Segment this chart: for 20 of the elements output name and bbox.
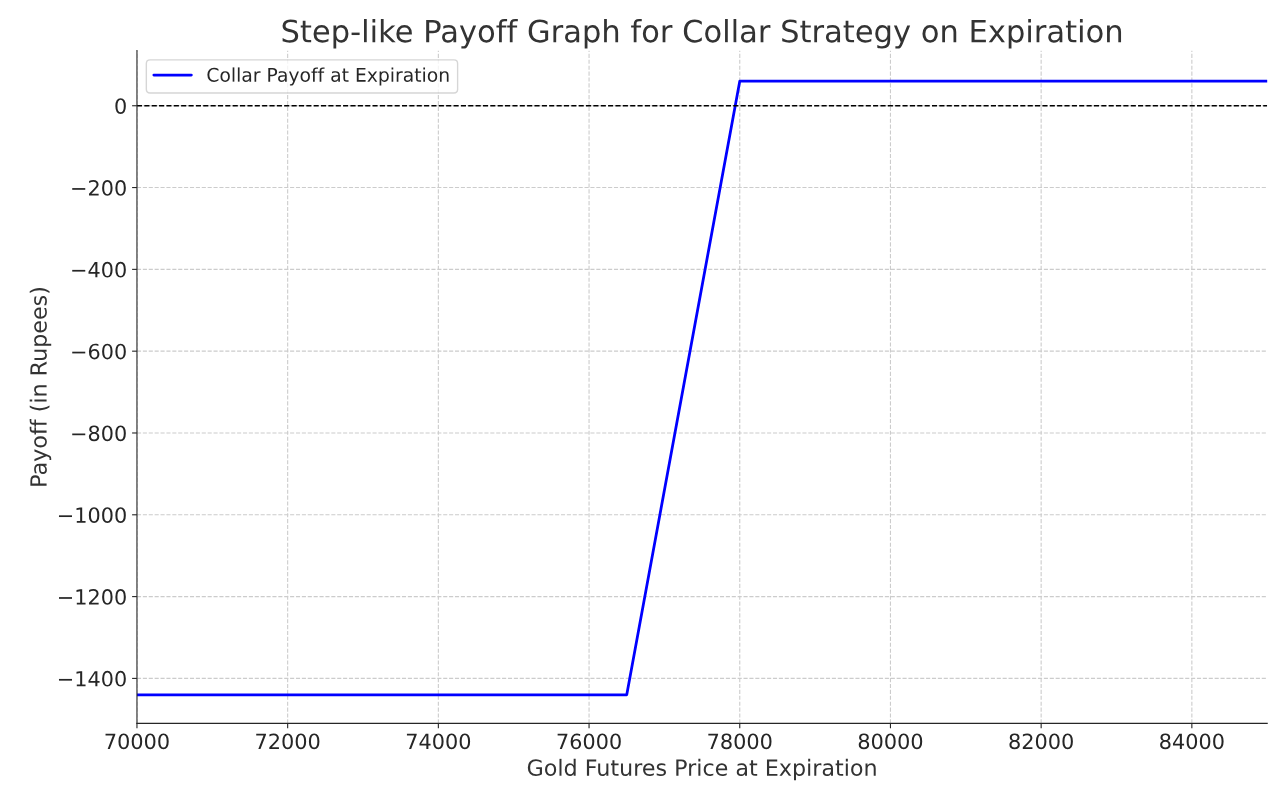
y-tick-label: 0 [115,98,126,114]
y-tick-label: −1000 [58,507,126,523]
y-tick-label: −800 [72,425,126,442]
x-axis-title: Gold Futures Price at Expiration [527,758,876,781]
x-tick-label: 82000 [1009,733,1073,750]
y-tick-label: −1400 [58,670,126,687]
y-tick-label: −600 [72,343,126,360]
y-tick-label: −200 [72,180,126,196]
y-tick-label: −1200 [58,589,126,605]
x-tick-label: 76000 [557,733,621,750]
x-tick-label: 84000 [1160,733,1224,750]
chart-title: Step-like Payoff Graph for Collar Strategy on Expiration [282,18,1122,49]
y-tick-label: −400 [72,261,126,278]
y-axis-title: Payoff (in Rupees) [29,288,52,486]
x-tick-label: 70000 [105,733,169,750]
legend-label: Collar Payoff at Expiration [207,67,449,86]
x-tick-label: 74000 [406,733,471,750]
x-tick-label: 80000 [858,733,923,750]
x-tick-label: 78000 [708,733,772,750]
x-tick-label: 72000 [256,733,320,750]
